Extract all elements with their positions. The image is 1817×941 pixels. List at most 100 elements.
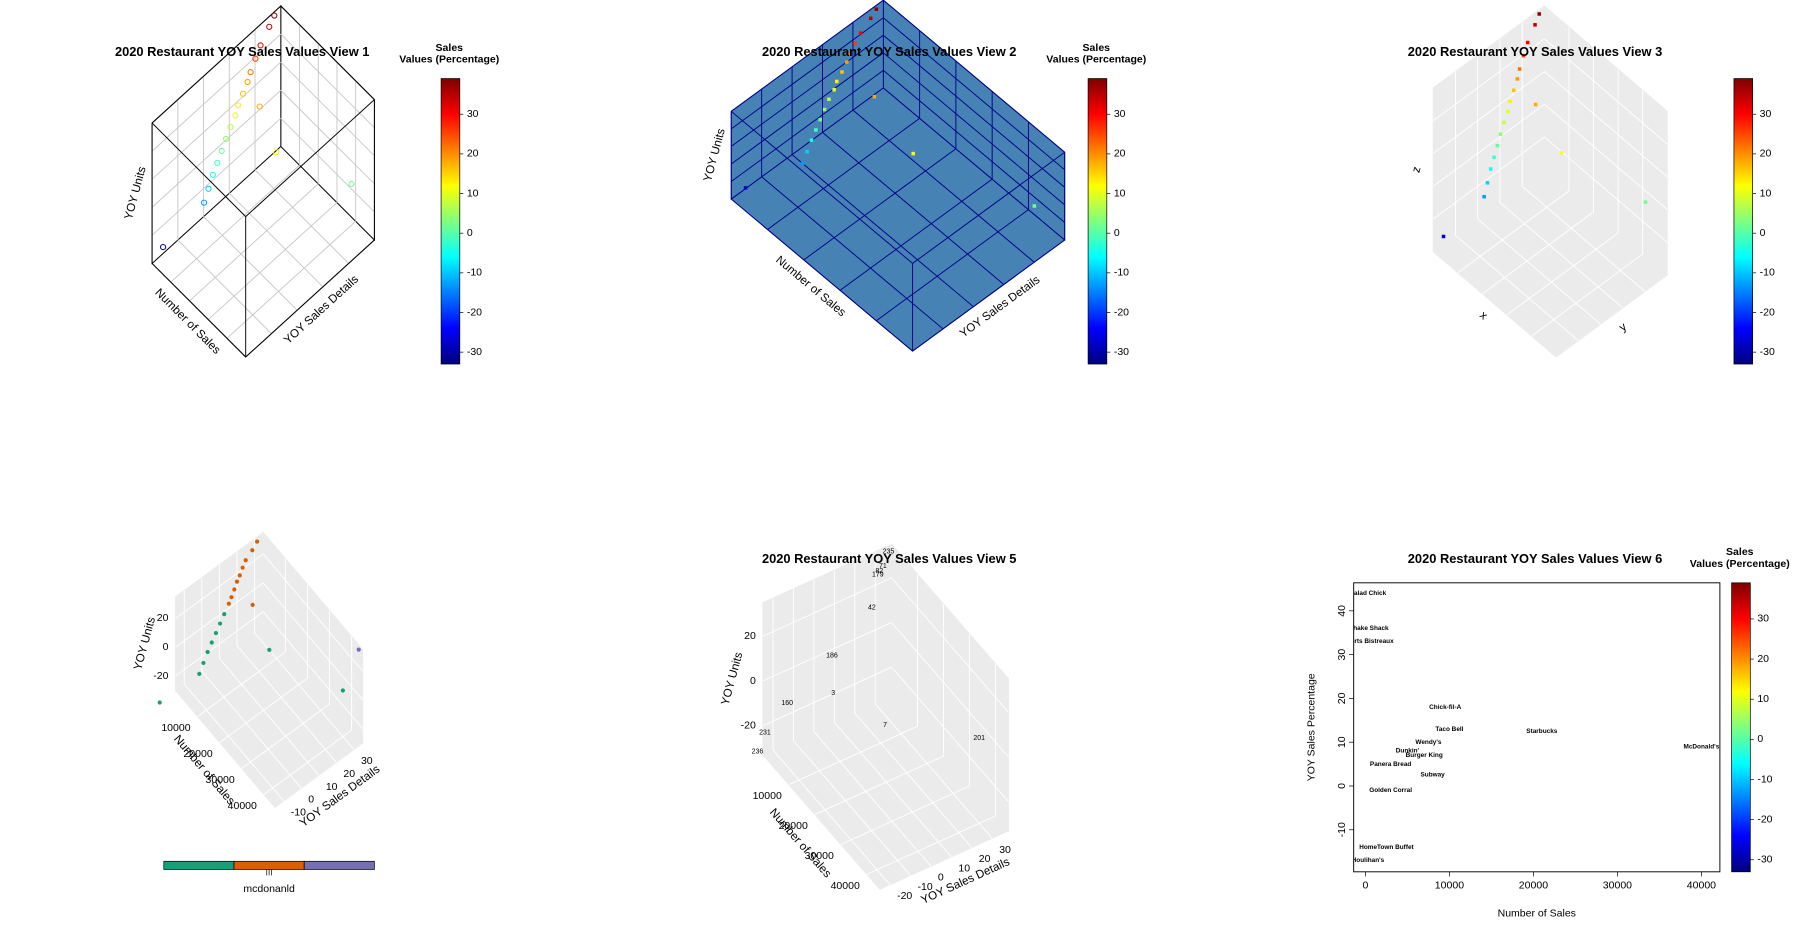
colorbar-tick-label: -10 bbox=[1757, 773, 1772, 785]
point bbox=[232, 587, 237, 592]
point bbox=[1032, 204, 1037, 208]
grid-line bbox=[1455, 234, 1579, 341]
point bbox=[348, 180, 355, 188]
colorbar-title: Sales bbox=[1726, 546, 1754, 558]
grid-line bbox=[254, 169, 349, 264]
chart-title: 2020 Restaurant YOY Sales Values View 6 bbox=[1408, 551, 1663, 566]
grid-line bbox=[1457, 190, 1570, 274]
grid-line bbox=[730, 34, 884, 147]
colorbar-tick-label: 20 bbox=[467, 148, 479, 160]
grid-line bbox=[177, 239, 272, 334]
point bbox=[743, 186, 748, 190]
box-edge bbox=[245, 239, 375, 358]
grid-line bbox=[254, 632, 355, 750]
y-tick-label: -10 bbox=[1336, 822, 1348, 837]
grid-line bbox=[813, 731, 932, 867]
y-tick-label: -20 bbox=[897, 890, 912, 902]
box-edge bbox=[151, 122, 247, 217]
grid-line bbox=[788, 725, 918, 786]
y-tick-label: -10 bbox=[291, 807, 306, 819]
colorbar-tick-label: 0 bbox=[1114, 227, 1120, 239]
x-tick-label: 0 bbox=[1363, 880, 1369, 892]
chart-title: 2020 Restaurant YOY Sales Values View 5 bbox=[762, 551, 1017, 566]
box-edge bbox=[280, 5, 375, 100]
point-label: Salad Chick bbox=[1350, 590, 1387, 597]
colorbar-tick-label: 0 bbox=[1760, 227, 1766, 239]
point bbox=[840, 70, 844, 74]
grid-line bbox=[767, 117, 920, 230]
grid-line bbox=[833, 722, 952, 858]
point bbox=[200, 199, 208, 206]
x-tick-label: 30000 bbox=[206, 774, 235, 786]
grid-line bbox=[228, 192, 324, 288]
grid-line bbox=[1432, 136, 1545, 220]
grid-line bbox=[883, 17, 1065, 171]
grid-line bbox=[1477, 218, 1601, 325]
y-tick-label: 30 bbox=[1336, 649, 1348, 661]
point bbox=[872, 94, 877, 99]
colorbar-tick-label: 10 bbox=[1114, 187, 1126, 199]
grid-line bbox=[883, 34, 1065, 188]
grid-line bbox=[730, 69, 884, 182]
point bbox=[234, 579, 240, 584]
x-axis-label: Number of Sales bbox=[1498, 908, 1576, 920]
point bbox=[1521, 53, 1526, 58]
grid-line bbox=[883, 52, 1065, 206]
chart-title: 2020 Restaurant YOY Sales Values View 1 bbox=[115, 44, 370, 59]
y-tick-label: 10 bbox=[326, 781, 338, 793]
grid-line bbox=[1432, 103, 1545, 187]
grid-line bbox=[1499, 202, 1624, 309]
colorbar bbox=[1087, 78, 1108, 365]
grid-line bbox=[203, 216, 298, 311]
z-axis-label: YOY Units bbox=[131, 615, 158, 671]
grid-line bbox=[226, 220, 356, 339]
box-edge bbox=[730, 198, 913, 352]
point bbox=[239, 90, 247, 97]
point bbox=[159, 243, 167, 251]
x-tick-label: 40000 bbox=[228, 800, 257, 812]
point-label: Golden Corral bbox=[1369, 787, 1412, 794]
point bbox=[232, 112, 239, 119]
point-label: Sports Bistreaux bbox=[1342, 638, 1394, 645]
grid-line bbox=[189, 183, 319, 302]
grid-line bbox=[183, 683, 285, 802]
point bbox=[911, 151, 915, 156]
grid-line bbox=[891, 577, 1009, 713]
colorbar-tick-label: -20 bbox=[1757, 813, 1772, 825]
grid-line bbox=[151, 33, 282, 152]
point bbox=[1508, 99, 1512, 104]
grid-line bbox=[175, 553, 264, 619]
box-edge bbox=[730, 110, 913, 264]
point bbox=[252, 55, 259, 62]
grid-line bbox=[262, 582, 364, 701]
legend-swatch bbox=[233, 860, 305, 870]
point bbox=[1488, 167, 1493, 171]
y-tick-label: 0 bbox=[308, 794, 314, 806]
point bbox=[271, 12, 278, 19]
point bbox=[157, 700, 162, 705]
grid-line bbox=[866, 815, 996, 875]
grid-line bbox=[762, 622, 892, 682]
point-label: 71 bbox=[879, 563, 887, 570]
grid-line bbox=[1432, 38, 1545, 122]
point bbox=[801, 161, 805, 165]
point bbox=[853, 41, 857, 46]
y-tick-label: 10 bbox=[1336, 736, 1348, 748]
colorbar-tick-label: 20 bbox=[1760, 148, 1772, 160]
colorbar-tick-label: 30 bbox=[1760, 108, 1772, 120]
grid-line bbox=[151, 89, 282, 208]
point bbox=[868, 16, 873, 21]
point bbox=[213, 630, 219, 636]
colorbar-tick-label: -10 bbox=[1760, 267, 1775, 279]
point bbox=[205, 185, 212, 192]
y-tick-label: 20 bbox=[1336, 692, 1348, 704]
point bbox=[1533, 102, 1538, 107]
point-label: Subway bbox=[1420, 772, 1445, 779]
y-axis-label: y bbox=[1617, 320, 1630, 334]
point bbox=[1495, 144, 1500, 148]
colorbar-title: Sales bbox=[1083, 42, 1111, 54]
box-edge bbox=[245, 99, 375, 217]
colorbar-tick-label: 0 bbox=[1757, 733, 1763, 745]
grid-line bbox=[1521, 185, 1646, 292]
